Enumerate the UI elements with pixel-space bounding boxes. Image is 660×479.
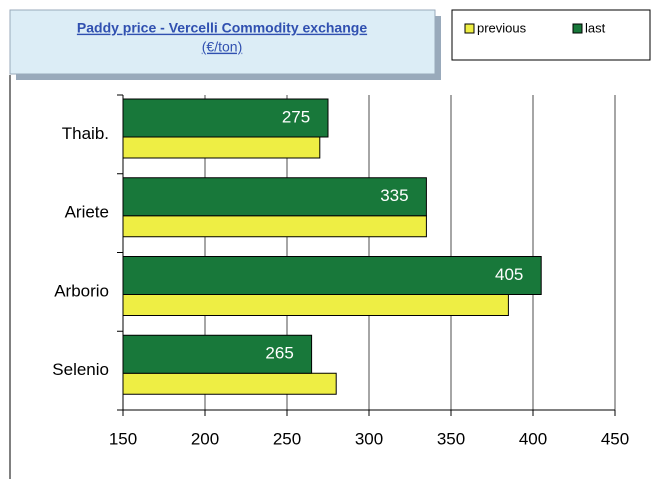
chart-subtitle: (€/ton) (202, 39, 242, 55)
data-label: 275 (282, 107, 310, 126)
x-tick-label: 300 (355, 429, 383, 448)
bar (122, 256, 542, 295)
chart-title: Paddy price - Vercelli Commodity exchang… (77, 20, 367, 36)
data-label: 405 (495, 265, 523, 284)
y-tick-label: Selenio (52, 360, 109, 379)
legend-label: last (585, 20, 606, 35)
bar (122, 334, 313, 374)
legend-swatch (464, 23, 475, 34)
x-tick-label: 200 (191, 429, 219, 448)
bar (122, 294, 509, 316)
bar (122, 136, 321, 159)
x-tick-label: 150 (109, 429, 137, 448)
y-tick-label: Arborio (54, 281, 109, 300)
legend-swatch (572, 23, 583, 34)
legend-label: previous (477, 20, 527, 35)
y-tick-label: Ariete (65, 203, 109, 222)
y-tick-label: Thaib. (62, 124, 109, 143)
bar (122, 372, 337, 395)
bar (122, 215, 427, 238)
x-tick-label: 250 (273, 429, 301, 448)
data-label: 335 (380, 186, 408, 205)
bar (122, 177, 427, 217)
x-tick-label: 350 (437, 429, 465, 448)
data-label: 265 (265, 344, 293, 363)
legend-box (451, 9, 651, 61)
x-tick-label: 450 (601, 429, 629, 448)
x-tick-label: 400 (519, 429, 547, 448)
title-box (9, 9, 436, 75)
bar (122, 98, 329, 138)
